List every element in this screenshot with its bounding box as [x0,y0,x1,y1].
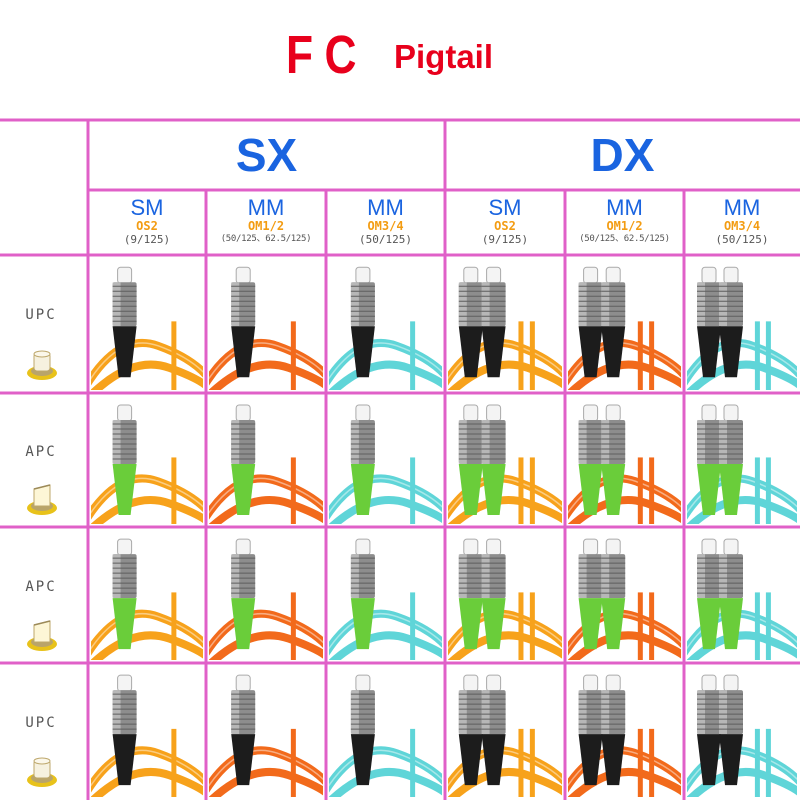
fiber-grade: OS2 [494,219,516,233]
fiber-grade: OM3/4 [723,219,761,233]
fiber-mode: MM [247,195,285,220]
column-header-6: MM OM3/4 (50/125) [684,192,800,252]
fc-connector [350,538,375,650]
fc-connector [458,538,483,650]
fc-connector [719,266,743,378]
fc-connector [697,674,721,786]
pigtail-r3-c5 [568,538,681,660]
fc-connector [112,674,137,786]
fiber-grade: OM1/2 [606,219,643,233]
apc-ferrule-icon [27,484,57,516]
fiber-mode: MM [606,195,643,220]
upc-ferrule-icon [27,350,57,381]
pigtail-r2-c4 [448,404,562,524]
fc-connector [112,266,137,378]
fc-connector [231,404,256,515]
group-header-sx: SX [235,129,298,181]
title-pigtail: Pigtail [394,38,494,75]
fc-connector [697,404,721,515]
fc-connector [719,538,743,650]
column-header-5: MM OM1/2 (50/125、62.5/125) [565,192,684,252]
fiber-core-size: (50/125、62.5/125) [579,234,670,244]
fc-connector [601,404,626,515]
fc-connector [458,266,483,378]
pigtail-r2-c3 [329,404,442,524]
pigtail-r4-c3 [329,674,442,797]
fc-connector [601,674,626,786]
fc-connector [112,404,137,515]
pigtail-r4-c4 [448,674,562,797]
fc-connector [231,266,256,378]
fc-connector [697,538,721,650]
fc-connector [481,538,506,650]
row-label-1: UPC [25,307,57,324]
fc-connector [697,266,721,378]
fc-connector [458,404,483,515]
fiber-grade: OS2 [136,219,158,233]
column-header-4: SM OS2 (9/125) [445,192,565,252]
pigtail-r1-c1 [91,266,203,390]
fiber-grade: OM3/4 [367,219,404,233]
pigtail-r4-c1 [91,674,203,797]
fc-connector [601,538,626,650]
pigtail-r3-c2 [209,538,323,660]
pigtail-r2-c1 [91,404,203,524]
fc-connector [578,404,603,515]
group-header-dx: DX [590,129,655,181]
pigtail-r1-c4 [448,266,562,390]
column-header-3: MM OM3/4 (50/125) [326,192,445,252]
pigtail-r3-c4 [448,538,562,660]
fiber-core-size: (9/125) [123,233,171,246]
apc-ferrule-icon [27,620,57,651]
fiber-grade: OM1/2 [247,219,285,233]
fiber-mode: MM [723,195,761,220]
pigtail-r1-c5 [568,266,681,390]
fc-connector [112,538,137,650]
fiber-mode: SM [488,195,522,220]
pigtail-r4-c6 [687,674,797,797]
fc-connector [578,266,603,378]
fc-connector [578,674,603,786]
fc-connector [350,404,375,515]
pigtail-r2-c2 [209,404,323,524]
fc-connector [719,404,743,515]
column-header-2: MM OM1/2 (50/125、62.5/125) [206,192,326,252]
row-label-2: APC [25,443,57,460]
pigtail-r1-c6 [687,266,797,390]
fiber-core-size: (50/125) [715,233,769,246]
pigtail-r3-c1 [91,538,203,660]
pigtail-r4-c5 [568,674,681,797]
fiber-core-size: (50/125、62.5/125) [220,234,312,244]
fc-connector [231,538,256,650]
fc-connector [481,266,506,378]
fiber-core-size: (50/125) [359,233,412,246]
pigtail-r1-c3 [329,266,442,390]
fc-connector [481,674,506,786]
fiber-mode: SM [130,195,164,220]
fiber-core-size: (9/125) [481,233,529,246]
fc-connector [481,404,506,515]
pigtail-r3-c3 [329,538,442,660]
fiber-mode: MM [367,195,404,220]
fc-connector [350,266,375,378]
pigtail-r3-c6 [687,538,797,660]
pigtail-r2-c5 [568,404,681,524]
fc-connector [578,538,603,650]
fc-connector [601,266,626,378]
row-label-3: APC [25,578,57,595]
fc-connector [458,674,483,786]
fc-connector [719,674,743,786]
column-header-1: SM OS2 (9/125) [88,192,206,252]
title-fc: FC [286,25,368,85]
fc-connector [350,674,375,786]
pigtail-r1-c2 [209,266,323,390]
upc-ferrule-icon [27,757,57,788]
title-block: FC Pigtail [0,0,800,118]
row-label-4: UPC [25,715,57,732]
pigtail-r4-c2 [209,674,323,797]
pigtail-r2-c6 [687,404,797,524]
fc-connector [231,674,256,786]
